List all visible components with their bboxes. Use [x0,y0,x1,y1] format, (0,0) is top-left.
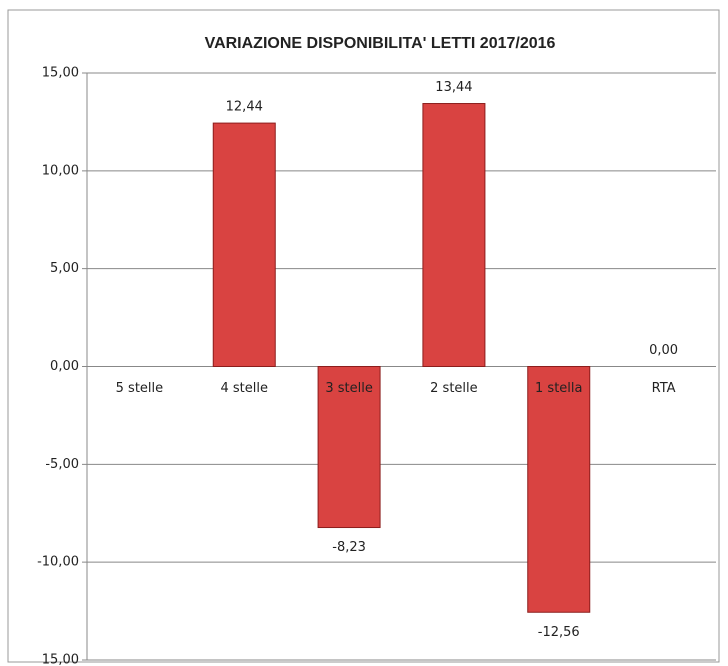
x-tick-label: 3 stelle [325,381,373,396]
y-tick-label: 0,00 [50,359,79,374]
y-tick-label: -5,00 [45,457,79,472]
bar [527,366,591,613]
data-label: -12,56 [538,625,580,640]
chart-title: VARIAZIONE DISPONIBILITA' LETTI 2017/201… [205,35,556,52]
data-label: 13,44 [435,80,472,95]
bar [422,103,486,368]
y-tick-label: -10,00 [37,555,79,570]
data-label: -8,23 [332,540,366,555]
x-tick-label: 4 stelle [221,381,269,396]
y-tick-label: 10,00 [42,163,79,178]
bar [317,366,381,529]
chart-frame [7,9,720,663]
y-tick-label: 15,00 [42,66,79,81]
y-tick-label: 15,00 [42,653,79,666]
x-tick-label: 2 stelle [430,381,478,396]
y-tick-label: 5,00 [50,261,79,276]
bar [212,122,276,367]
x-tick-label: RTA [652,381,676,396]
data-label: 12,44 [226,100,263,115]
x-tick-label: 5 stelle [116,381,164,396]
x-tick-label: 1 stella [535,381,582,396]
data-label: 0,00 [649,343,678,358]
